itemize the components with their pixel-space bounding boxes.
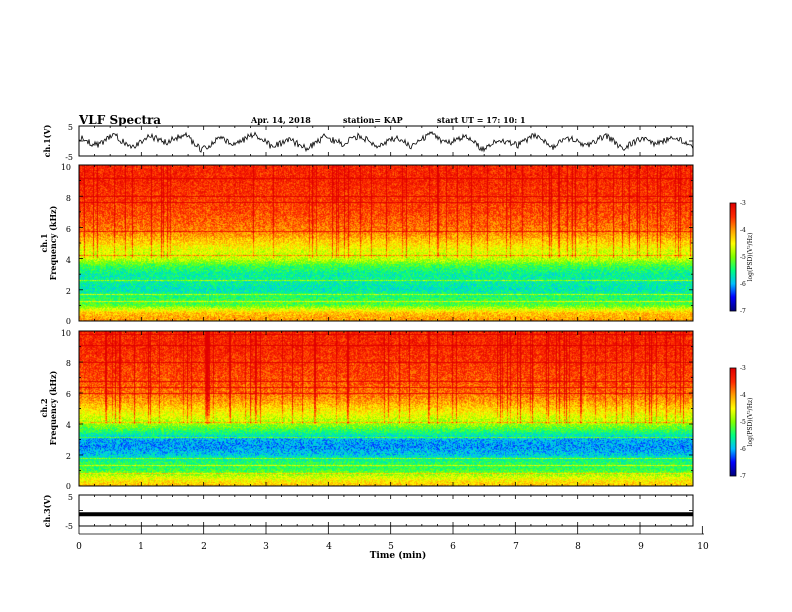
spec1-ytick-label: 4 [66,256,71,265]
xtick-label: 7 [513,542,519,552]
xtick-label: 4 [326,542,332,552]
ch1-frame [78,125,694,157]
ch1-series-line [78,131,694,153]
start-time-label: start UT = 17: 10: 1 [437,115,526,125]
xtick-label: 10 [697,542,709,552]
spec2-ytick-label: 6 [66,390,71,399]
spec2-ylabel-frequency: Frequency (kHz) [48,370,58,445]
spec2-ytick-label: 8 [66,359,71,368]
ch3-ytick-label: -5 [65,522,73,531]
cbar1-tick-label: -3 [740,200,746,207]
chart-title: VLF Spectra [79,113,162,127]
spec1-ytick-label: 10 [61,163,71,172]
station-label: station= KAP [343,115,403,125]
xtick-label: 8 [575,542,581,552]
xtick-label: 1 [138,542,144,552]
cbar2-label: log(PSD)(V²/Hz) [747,398,754,447]
ch2-colorbar-frame [729,367,737,477]
spec1-ytick-label: 8 [66,194,71,203]
xtick-label: 6 [450,542,456,552]
cbar2-tick-label: -5 [740,419,746,426]
ch1-spectrogram-frame [78,164,694,322]
ch1-spectrogram-image [79,165,693,321]
ch2-colorbar-image [730,368,736,476]
x-axis-label: Time (min) [370,550,427,561]
cbar1-tick-label: -4 [740,227,746,234]
cbar2-tick-label: -6 [740,446,746,453]
ch2-spectrogram-image [79,331,693,486]
cbar1-label: log(PSD)(V²/Hz) [747,233,754,282]
xtick-label: 2 [201,542,207,552]
xtick-label: 0 [76,542,82,552]
cbar2-tick-label: -4 [740,392,746,399]
xtick-label: 3 [263,542,269,552]
xtick-label: 9 [638,542,644,552]
cbar1-tick-label: -5 [740,254,746,261]
tick-marks [78,125,704,535]
spec1-ylabel-channel: ch.1 [39,233,49,252]
cbar2-tick-label: -7 [740,473,746,480]
spec1-ytick-label: 6 [66,225,71,234]
ch3-frame [78,494,694,527]
ch2-spectrogram-frame [78,330,694,487]
spec1-ytick-label: 2 [66,287,71,296]
ch3-ytick-label: 5 [68,493,73,502]
ch1-ytick-label: -5 [65,153,73,162]
ch1-colorbar-frame [729,202,737,312]
ch1-ytick-label: 5 [68,123,73,132]
spec2-ylabel-channel: ch.2 [39,398,49,417]
spec2-ytick-label: 2 [66,452,71,461]
cbar1-tick-label: -7 [740,308,746,315]
cbar2-tick-label: -3 [740,365,746,372]
spec2-ytick-label: 10 [61,329,71,338]
spec1-ytick-label: 0 [66,317,71,326]
ch1-ylabel: ch.1(V) [42,124,52,157]
spec1-ylabel-frequency: Frequency (kHz) [48,205,58,280]
date-label: Apr. 14, 2018 [251,115,311,125]
spec2-ytick-label: 4 [66,421,71,430]
xtick-label: 5 [388,542,394,552]
spec2-ytick-label: 0 [66,482,71,491]
ch3-ylabel: ch.3(V) [42,494,52,527]
cbar1-tick-label: -6 [740,281,746,288]
ch1-colorbar-image [730,203,736,311]
